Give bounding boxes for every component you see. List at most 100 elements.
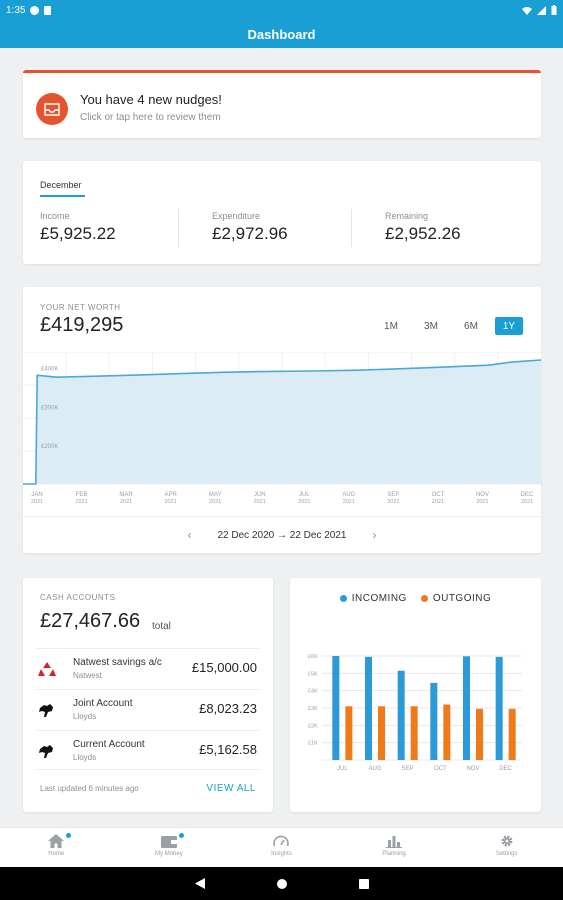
recents-icon[interactable] <box>358 878 369 889</box>
account-row[interactable]: Natwest savings a/c Natwest £15,000.00 <box>36 648 260 688</box>
x-tick-label: AUG <box>368 766 381 772</box>
status-bar: 1:35 <box>0 0 563 20</box>
range-1m-button[interactable]: 1M <box>384 320 398 332</box>
account-row[interactable]: Joint Account Lloyds £8,023.23 <box>36 689 260 729</box>
net-worth-area <box>23 360 541 484</box>
outgoing-bar <box>378 706 385 760</box>
x-tick-label: NOV <box>466 766 479 772</box>
month-summary-card: December Income £5,925.22 Expenditure £2… <box>23 161 541 264</box>
legend-swatch <box>339 595 347 602</box>
x-tick-year: 2021 <box>75 499 87 505</box>
remaining-value: £2,952.26 <box>385 224 461 243</box>
x-tick-label: JAN <box>31 492 42 498</box>
bottom-nav: Home My Money Insights Planning Settings <box>0 827 563 867</box>
period-label: 22 Dec 2020 → 22 Dec 2021 <box>217 529 347 541</box>
range-1y-button[interactable]: 1Y <box>495 317 523 335</box>
nav-home[interactable]: Home <box>0 828 113 867</box>
x-tick-label: JUL <box>337 766 348 772</box>
x-tick-label: SEP <box>387 492 399 498</box>
x-tick-year: 2021 <box>120 499 132 505</box>
x-tick-year: 2021 <box>476 499 488 505</box>
inbox-icon <box>36 93 68 125</box>
nav-label: Home <box>48 851 65 857</box>
nudges-subtitle: Click or tap here to review them <box>80 112 221 123</box>
system-nav-bar <box>0 867 563 900</box>
x-tick-label: APR <box>164 492 177 498</box>
account-bank: Natwest <box>73 671 102 680</box>
net-worth-label: YOUR NET WORTH <box>40 303 121 312</box>
app-bar: Dashboard <box>0 20 563 48</box>
y-tick-label: £1K <box>308 741 318 747</box>
page-title: Dashboard <box>247 26 316 42</box>
incoming-outgoing-card: INCOMING OUTGOING £6K £5K £4K £3K £2K £1K JUL A… <box>290 578 541 812</box>
tab-december[interactable]: December <box>40 180 85 197</box>
home-icon <box>48 834 65 848</box>
gear-icon <box>501 835 513 847</box>
x-tick-label: JUL <box>299 492 310 498</box>
x-tick-label: JUN <box>254 492 266 498</box>
sim-icon <box>44 5 52 15</box>
account-amount: £5,162.58 <box>199 742 257 757</box>
remaining-label: Remaining <box>385 211 429 221</box>
x-tick-label: MAY <box>209 492 222 498</box>
lloyds-horse-icon <box>39 745 53 758</box>
account-name: Natwest savings a/c <box>73 657 162 668</box>
nav-my-money[interactable]: My Money <box>113 828 226 867</box>
x-tick-label: AUG <box>342 492 355 498</box>
x-tick-year: 2021 <box>31 499 43 505</box>
y-tick-label: £2K <box>308 723 318 729</box>
account-amount: £15,000.00 <box>191 660 257 675</box>
status-time: 1:35 <box>6 4 26 16</box>
net-worth-value: £419,295 <box>40 314 124 336</box>
expenditure-label: Expenditure <box>212 211 261 221</box>
outgoing-bar <box>443 704 451 760</box>
home-circle-icon[interactable] <box>276 878 287 889</box>
x-tick-year: 2021 <box>432 499 444 505</box>
remaining-stat: Remaining £2,952.26 <box>385 211 535 249</box>
income-value: £5,925.22 <box>40 224 116 243</box>
nav-insights[interactable]: Insights <box>225 828 338 867</box>
x-tick-year: 2021 <box>209 499 221 505</box>
divider <box>23 516 541 517</box>
chevron-left-icon[interactable]: ‹ <box>187 528 192 542</box>
x-tick-label: DEC <box>521 492 534 498</box>
account-bank: Lloyds <box>73 712 97 721</box>
net-worth-card: YOUR NET WORTH £419,295 1M 3M 6M 1Y £400… <box>23 287 541 553</box>
nudges-banner[interactable]: You have 4 new nudges! Click or tap here… <box>23 70 541 138</box>
x-tick-year: 2021 <box>298 499 310 505</box>
account-row[interactable]: Current Account Lloyds £5,162.58 <box>36 730 260 770</box>
cash-accounts-label: CASH ACCOUNTS <box>40 593 116 602</box>
incoming-outgoing-chart: £6K £5K £4K £3K £2K £1K JUL AUG SEP OCT NOV DEC <box>308 654 522 772</box>
incoming-bar <box>463 656 470 760</box>
last-updated: Last updated 6 minutes ago <box>40 784 139 793</box>
expenditure-stat: Expenditure £2,972.96 <box>212 211 362 249</box>
notification-badge <box>178 833 184 838</box>
x-tick-label: DEC <box>499 766 512 772</box>
view-all-link[interactable]: VIEW ALL <box>206 783 256 794</box>
chevron-right-icon[interactable]: › <box>372 528 377 542</box>
y-tick-label: £3K <box>308 706 318 712</box>
x-tick-label: OCT <box>434 766 447 772</box>
x-tick-year: 2021 <box>343 499 355 505</box>
range-6m-button[interactable]: 6M <box>464 320 478 332</box>
account-name: Current Account <box>73 739 145 750</box>
account-name: Joint Account <box>73 698 133 709</box>
natwest-logo-icon <box>38 662 56 676</box>
y-tick-label: £5K <box>308 671 318 677</box>
legend-incoming: INCOMING <box>339 593 407 604</box>
x-tick-year: 2021 <box>165 499 177 505</box>
range-3m-button[interactable]: 3M <box>424 320 438 332</box>
incoming-bar <box>430 682 438 760</box>
x-tick-year: 2021 <box>387 499 399 505</box>
income-stat: Income £5,925.22 <box>40 211 190 249</box>
wallet-icon <box>160 836 177 848</box>
nav-label: My Money <box>155 851 183 857</box>
nav-planning[interactable]: Planning <box>338 828 451 867</box>
divider <box>351 209 352 247</box>
nav-settings[interactable]: Settings <box>450 828 563 867</box>
x-tick-label: FEB <box>76 492 88 498</box>
cash-total: £27,467.66 <box>40 610 141 632</box>
back-icon[interactable] <box>194 878 205 889</box>
y-tick-label: £300K <box>41 405 58 411</box>
